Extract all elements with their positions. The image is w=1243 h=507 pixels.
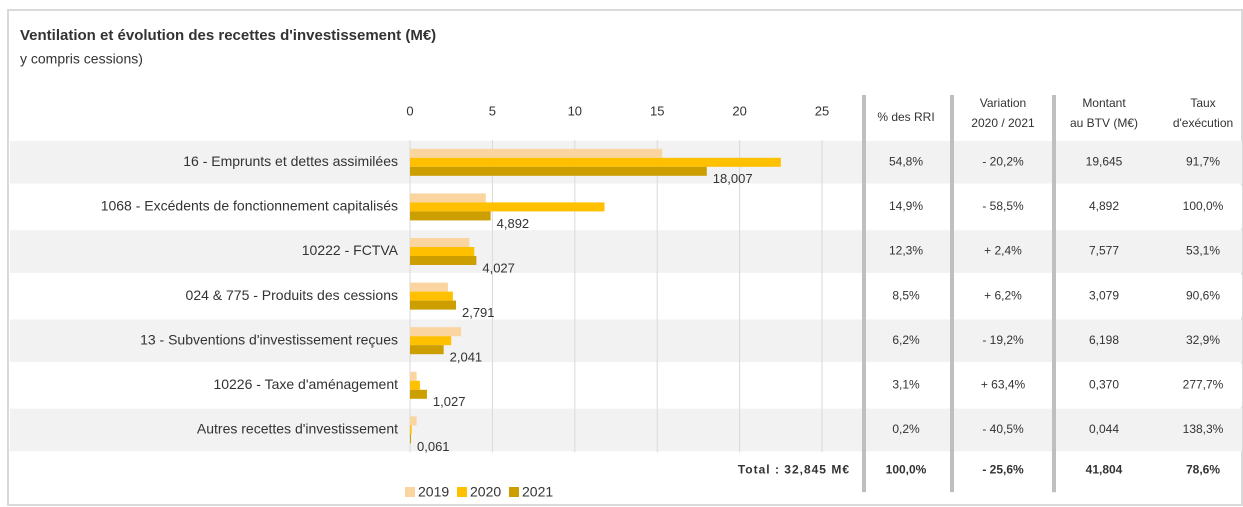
table-cell: - 20,2%: [982, 154, 1024, 168]
value-label: 18,007: [713, 171, 753, 186]
column-header: 2020 / 2021: [971, 116, 1035, 130]
bar: [410, 247, 475, 256]
category-label: 13 - Subventions d'investissement reçues: [140, 331, 398, 347]
category-label: Autres recettes d'investissement: [197, 421, 398, 437]
bar: [410, 327, 462, 337]
column-header: d'exécution: [1173, 116, 1233, 130]
x-tick-label: 20: [732, 103, 746, 118]
category-label: 10226 - Taxe d'aménagement: [213, 376, 398, 392]
legend-label: 2019: [418, 484, 449, 500]
category-label: 024 & 775 - Produits des cessions: [186, 287, 398, 303]
chart-subtitle: y compris cessions): [20, 51, 143, 67]
x-tick-label: 25: [815, 103, 829, 118]
value-label: 2,041: [450, 350, 483, 365]
total-cell: 78,6%: [1186, 462, 1220, 476]
category-label: 16 - Emprunts et dettes assimilées: [183, 153, 398, 169]
legend-label: 2021: [522, 484, 553, 500]
legend-swatch: [457, 487, 467, 497]
bar: [410, 256, 477, 265]
x-tick-label: 15: [650, 103, 664, 118]
row-band: [10, 230, 1242, 273]
row-band: [10, 319, 1242, 362]
bar: [410, 211, 491, 221]
value-label: 2,791: [462, 305, 495, 320]
total-cell: 100,0%: [886, 462, 927, 476]
table-cell: 90,6%: [1186, 288, 1220, 302]
bar: [410, 148, 663, 158]
total-cell: 41,804: [1086, 462, 1123, 476]
table-cell: 4,892: [1089, 199, 1119, 213]
table-cell: + 2,4%: [984, 244, 1022, 258]
total-label: Total : 32,845 M€: [738, 462, 850, 476]
column-header: Variation: [980, 96, 1026, 110]
table-cell: 0,044: [1089, 422, 1119, 436]
column-separator: [862, 95, 866, 493]
table-cell: + 6,2%: [984, 288, 1022, 302]
table-cell: 100,0%: [1183, 199, 1224, 213]
bar: [410, 238, 470, 247]
bar: [410, 157, 781, 167]
table-cell: 32,9%: [1186, 333, 1220, 347]
row-band: [10, 408, 1242, 452]
column-separator: [1052, 95, 1056, 493]
bar: [410, 434, 412, 444]
table-cell: 7,577: [1089, 244, 1119, 258]
table-cell: 91,7%: [1186, 154, 1220, 168]
legend-swatch: [509, 487, 519, 497]
row-band: [10, 364, 1242, 407]
chart-title: Ventilation et évolution des recettes d'…: [20, 27, 436, 44]
bar: [410, 336, 452, 346]
column-separator: [950, 95, 954, 493]
table-cell: 277,7%: [1183, 377, 1224, 391]
table-cell: + 63,4%: [981, 377, 1026, 391]
table-cell: 0,370: [1089, 377, 1119, 391]
row-band: [10, 185, 1242, 229]
bar: [410, 282, 448, 292]
value-label: 1,027: [433, 394, 466, 409]
table-cell: - 40,5%: [982, 422, 1024, 436]
value-label: 4,027: [482, 260, 515, 275]
value-label: 4,892: [497, 216, 530, 231]
table-cell: 3,079: [1089, 288, 1119, 302]
column-header: Montant: [1082, 96, 1126, 110]
table-cell: - 58,5%: [982, 199, 1024, 213]
bar: [410, 389, 427, 399]
row-band: [10, 274, 1242, 318]
bar: [410, 291, 453, 301]
bar: [410, 202, 605, 212]
total-cell: - 25,6%: [982, 462, 1024, 476]
table-cell: 12,3%: [889, 244, 923, 258]
table-cell: 6,2%: [892, 333, 920, 347]
bar: [410, 345, 444, 355]
x-tick-label: 5: [489, 103, 496, 118]
table-cell: 0,2%: [892, 422, 920, 436]
table-cell: 138,3%: [1183, 422, 1224, 436]
bar: [410, 300, 456, 310]
table-cell: 3,1%: [892, 377, 920, 391]
bar: [410, 371, 417, 381]
x-tick-label: 10: [568, 103, 582, 118]
bar: [410, 416, 417, 426]
column-header: % des RRI: [877, 110, 934, 124]
table-cell: 53,1%: [1186, 244, 1220, 258]
category-label: 10222 - FCTVA: [302, 242, 399, 258]
table-cell: 54,8%: [889, 154, 923, 168]
table-cell: 8,5%: [892, 288, 920, 302]
table-cell: 14,9%: [889, 199, 923, 213]
column-header: au BTV (M€): [1070, 116, 1138, 130]
value-label: 0,061: [417, 439, 450, 454]
x-tick-label: 0: [406, 103, 413, 118]
bar: [410, 380, 420, 390]
table-cell: - 19,2%: [982, 333, 1024, 347]
legend-swatch: [405, 487, 415, 497]
bar: [410, 166, 707, 176]
bar: [410, 425, 412, 435]
bar: [410, 193, 486, 203]
table-cell: 6,198: [1089, 333, 1119, 347]
column-header: Taux: [1190, 96, 1215, 110]
table-cell: 19,645: [1086, 154, 1123, 168]
legend-label: 2020: [470, 484, 501, 500]
category-label: 1068 - Excédents de fonctionnement capit…: [101, 198, 398, 214]
